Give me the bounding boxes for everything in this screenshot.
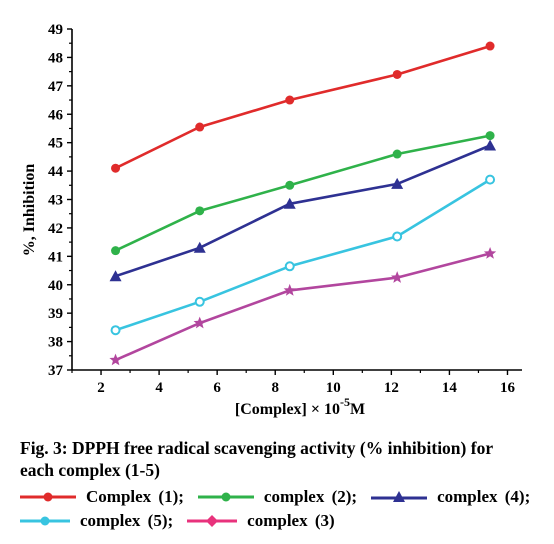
legend-row-2: complex (5); complex (3) xyxy=(20,510,335,532)
x-tick-label: 14 xyxy=(442,380,458,396)
y-axis-title: %, Inhibition xyxy=(21,164,38,257)
data-point xyxy=(109,353,122,366)
data-point xyxy=(483,247,497,259)
x-axis-title: [Complex] × 10-5M xyxy=(235,395,365,418)
data-point xyxy=(284,261,295,272)
y-tick-label: 46 xyxy=(48,107,64,123)
data-point xyxy=(193,316,206,329)
legend-swatch-complex-2 xyxy=(197,492,254,502)
x-axis-title-exponent: -5 xyxy=(340,395,350,409)
data-point xyxy=(195,206,205,216)
series-line xyxy=(114,44,491,170)
data-point xyxy=(109,270,122,282)
x-tick-label: 12 xyxy=(384,380,399,396)
x-tick-label: 2 xyxy=(97,380,105,396)
legend-label-complex-5: complex (5); xyxy=(80,511,174,530)
data-point xyxy=(485,41,495,51)
x-tick-label: 16 xyxy=(500,380,516,396)
data-point xyxy=(485,131,495,141)
legend-item-complex-2: complex (2); xyxy=(197,487,358,507)
series-3 xyxy=(109,139,497,282)
y-tick-label: 45 xyxy=(48,136,63,152)
series-1 xyxy=(111,41,495,173)
y-tick-label: 37 xyxy=(48,363,64,379)
data-point xyxy=(484,139,497,151)
y-tick-label: 49 xyxy=(48,22,63,38)
x-tick-label: 6 xyxy=(213,380,221,396)
y-tick-label: 41 xyxy=(48,249,63,265)
legend-swatch-complex-3 xyxy=(187,515,238,527)
legend-item-complex-4: complex (4); xyxy=(371,487,530,507)
data-point xyxy=(283,283,296,296)
data-point xyxy=(391,177,404,189)
x-tick-label: 8 xyxy=(271,380,279,396)
y-tick-label: 40 xyxy=(48,278,63,294)
x-axis-title-unit: M xyxy=(350,401,365,418)
series-line xyxy=(114,252,491,362)
y-tick-label: 47 xyxy=(48,79,64,95)
y-tick-label: 44 xyxy=(48,164,64,180)
series-line xyxy=(115,144,491,278)
data-point xyxy=(285,95,295,105)
data-point xyxy=(392,149,402,159)
data-point xyxy=(111,163,121,173)
x-tick-label: 10 xyxy=(326,380,341,396)
y-tick-label: 38 xyxy=(48,335,63,351)
y-tick-label: 42 xyxy=(48,221,63,237)
series-line xyxy=(114,134,491,252)
x-tick-label: 4 xyxy=(155,380,163,396)
caption-line-2: each complex (1-5) xyxy=(20,460,160,480)
data-point xyxy=(195,122,205,132)
axes xyxy=(71,29,522,371)
series-5 xyxy=(109,247,497,366)
x-axis-title-main: [Complex] × 10 xyxy=(235,401,340,418)
series-group xyxy=(109,41,497,366)
y-tick-label: 43 xyxy=(48,193,63,209)
caption-line-1: Fig. 3: DPPH free radical scavenging act… xyxy=(20,438,494,458)
data-point xyxy=(110,325,121,336)
legend-item-complex-5: complex (5); xyxy=(20,511,173,531)
legend-item-complex-3: complex (3) xyxy=(187,511,335,531)
legend-swatch-complex-4 xyxy=(371,491,428,502)
data-point xyxy=(194,296,205,307)
data-point xyxy=(111,246,121,256)
legend-swatch-complex-1 xyxy=(20,492,76,502)
legend-label-complex-3: complex (3) xyxy=(247,511,335,530)
series-4 xyxy=(110,174,496,336)
legend-label-complex-4: complex (4); xyxy=(437,487,531,506)
data-point xyxy=(283,197,296,209)
legend-label-complex-2: complex (2); xyxy=(263,487,358,506)
figure-caption: Fig. 3: DPPH free radical scavenging act… xyxy=(20,437,540,481)
data-point xyxy=(392,231,403,242)
legend-label-complex-1: Complex (1); xyxy=(86,487,184,506)
data-point xyxy=(392,69,402,79)
data-point xyxy=(485,174,496,185)
data-point xyxy=(193,241,206,253)
data-point xyxy=(391,271,404,283)
legend-item-complex-1: Complex (1); xyxy=(20,487,184,507)
series-2 xyxy=(111,131,495,256)
data-point xyxy=(285,180,295,190)
legend-swatch-complex-5 xyxy=(20,516,70,526)
y-tick-label: 48 xyxy=(48,50,63,66)
y-tick-label: 39 xyxy=(48,306,63,322)
legend-row-1: Complex (1); complex (2); complex (4); xyxy=(20,486,530,508)
